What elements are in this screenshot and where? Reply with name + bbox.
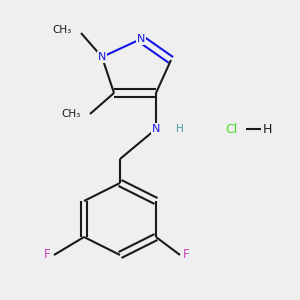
Text: H: H xyxy=(262,122,272,136)
Text: Cl: Cl xyxy=(225,122,237,136)
Text: F: F xyxy=(44,248,51,262)
Text: CH₃: CH₃ xyxy=(62,109,81,119)
Text: CH₃: CH₃ xyxy=(53,25,72,35)
Text: F: F xyxy=(183,248,190,262)
Text: N: N xyxy=(137,34,145,44)
Text: H: H xyxy=(176,124,184,134)
Text: N: N xyxy=(98,52,106,62)
Text: N: N xyxy=(152,124,160,134)
